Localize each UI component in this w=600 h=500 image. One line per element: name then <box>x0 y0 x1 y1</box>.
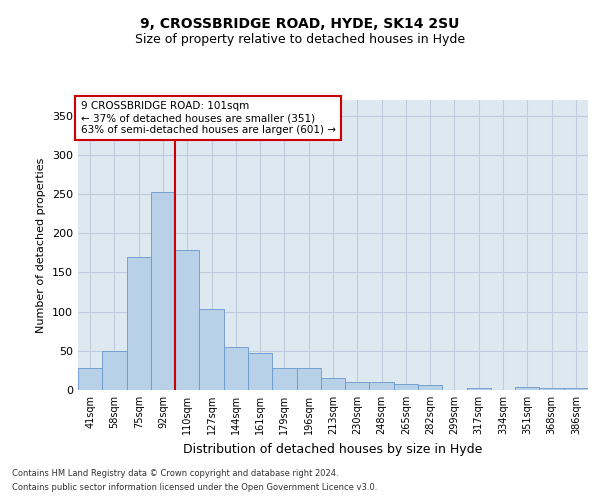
Bar <box>515 387 539 390</box>
Bar <box>151 192 175 390</box>
Bar <box>127 257 151 390</box>
Bar <box>248 353 272 390</box>
Bar <box>78 368 102 390</box>
Text: 9, CROSSBRIDGE ROAD, HYDE, SK14 2SU: 9, CROSSBRIDGE ROAD, HYDE, SK14 2SU <box>140 18 460 32</box>
Bar <box>321 378 345 390</box>
Bar <box>272 368 296 390</box>
Bar <box>467 388 491 390</box>
Bar <box>175 250 199 390</box>
Bar <box>370 382 394 390</box>
Text: Contains public sector information licensed under the Open Government Licence v3: Contains public sector information licen… <box>12 484 377 492</box>
Bar <box>345 382 370 390</box>
Bar <box>102 351 127 390</box>
Bar <box>296 368 321 390</box>
Bar <box>418 384 442 390</box>
Text: 9 CROSSBRIDGE ROAD: 101sqm
← 37% of detached houses are smaller (351)
63% of sem: 9 CROSSBRIDGE ROAD: 101sqm ← 37% of deta… <box>80 102 335 134</box>
Bar <box>539 388 564 390</box>
Text: Contains HM Land Registry data © Crown copyright and database right 2024.: Contains HM Land Registry data © Crown c… <box>12 468 338 477</box>
Bar <box>199 310 224 390</box>
Bar <box>394 384 418 390</box>
Text: Size of property relative to detached houses in Hyde: Size of property relative to detached ho… <box>135 32 465 46</box>
Bar <box>224 347 248 390</box>
Bar <box>564 388 588 390</box>
Y-axis label: Number of detached properties: Number of detached properties <box>37 158 46 332</box>
X-axis label: Distribution of detached houses by size in Hyde: Distribution of detached houses by size … <box>184 442 482 456</box>
